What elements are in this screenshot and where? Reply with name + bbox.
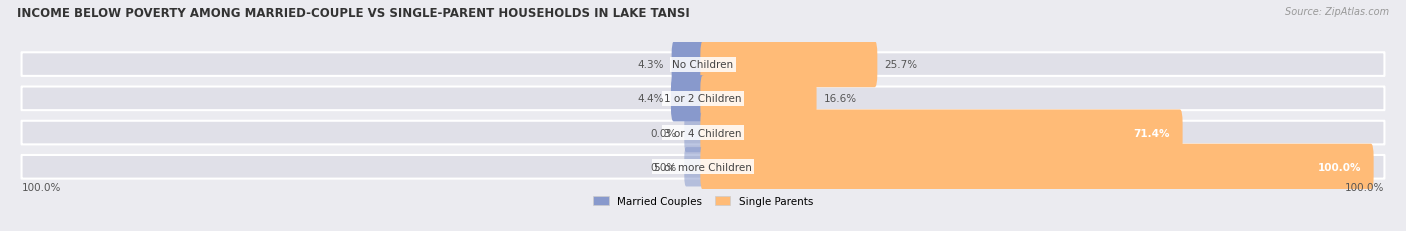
- Text: 5 or more Children: 5 or more Children: [654, 162, 752, 172]
- Text: INCOME BELOW POVERTY AMONG MARRIED-COUPLE VS SINGLE-PARENT HOUSEHOLDS IN LAKE TA: INCOME BELOW POVERTY AMONG MARRIED-COUPL…: [17, 7, 689, 20]
- FancyBboxPatch shape: [700, 42, 877, 88]
- Text: 4.3%: 4.3%: [638, 60, 664, 70]
- FancyBboxPatch shape: [700, 76, 817, 122]
- Text: 1 or 2 Children: 1 or 2 Children: [664, 94, 742, 104]
- Text: 100.0%: 100.0%: [1346, 182, 1385, 192]
- Text: No Children: No Children: [672, 60, 734, 70]
- Legend: Married Couples, Single Parents: Married Couples, Single Parents: [589, 192, 817, 210]
- FancyBboxPatch shape: [21, 53, 1385, 76]
- FancyBboxPatch shape: [21, 121, 1385, 145]
- Text: 25.7%: 25.7%: [884, 60, 918, 70]
- Text: 100.0%: 100.0%: [1317, 162, 1361, 172]
- Text: 100.0%: 100.0%: [21, 182, 60, 192]
- Text: 3 or 4 Children: 3 or 4 Children: [664, 128, 742, 138]
- FancyBboxPatch shape: [21, 155, 1385, 179]
- Text: Source: ZipAtlas.com: Source: ZipAtlas.com: [1285, 7, 1389, 17]
- FancyBboxPatch shape: [700, 110, 1182, 156]
- FancyBboxPatch shape: [671, 76, 706, 122]
- FancyBboxPatch shape: [21, 87, 1385, 111]
- FancyBboxPatch shape: [700, 144, 1374, 190]
- Text: 0.0%: 0.0%: [650, 128, 676, 138]
- FancyBboxPatch shape: [685, 147, 704, 187]
- FancyBboxPatch shape: [685, 113, 704, 153]
- Text: 16.6%: 16.6%: [824, 94, 858, 104]
- Text: 0.0%: 0.0%: [650, 162, 676, 172]
- Text: 71.4%: 71.4%: [1133, 128, 1170, 138]
- Text: 4.4%: 4.4%: [637, 94, 664, 104]
- FancyBboxPatch shape: [672, 42, 706, 88]
